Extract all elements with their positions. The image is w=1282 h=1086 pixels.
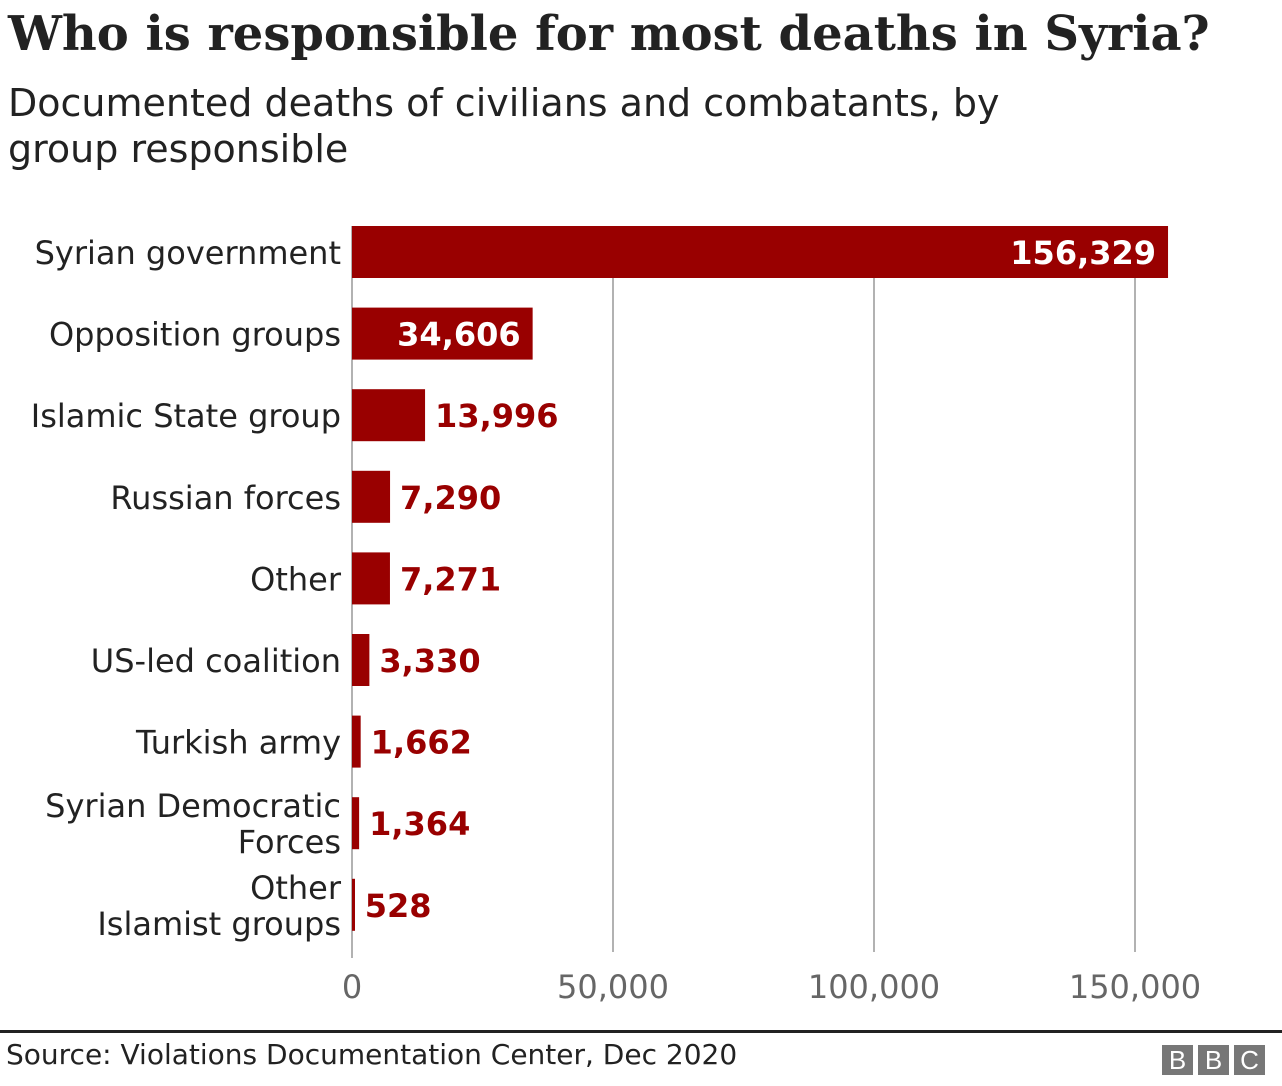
data-label: 34,606 (397, 316, 520, 354)
footer-divider (0, 1030, 1282, 1033)
bar (352, 715, 361, 768)
bar (352, 470, 391, 523)
category-label: Turkish army (135, 724, 341, 762)
x-tick-label: 0 (342, 968, 362, 1006)
category-label: Other (250, 560, 342, 598)
bar (352, 307, 533, 360)
category-label: Other (250, 869, 342, 907)
bar (352, 552, 390, 605)
x-tick-label: 100,000 (808, 968, 940, 1006)
bar (352, 797, 360, 850)
data-label: 156,329 (1010, 234, 1156, 272)
bar-chart: 0 50,000 100,000 150,000 156,329 Syrian gover… (31, 226, 1201, 1006)
category-label: US-led coalition (91, 642, 341, 680)
data-label: 1,364 (369, 805, 470, 843)
category-label: Opposition groups (49, 316, 341, 354)
category-label: Islamic State group (31, 397, 341, 435)
data-label: 528 (365, 887, 432, 925)
data-label: 7,271 (400, 560, 501, 598)
bar (352, 878, 355, 931)
data-label: 13,996 (435, 397, 558, 435)
category-label: Russian forces (110, 479, 341, 517)
x-tick-label: 150,000 (1069, 968, 1201, 1006)
category-label: Forces (238, 823, 341, 861)
chart-title: Who is responsible for most deaths in Sy… (8, 6, 1210, 62)
bar (352, 389, 426, 442)
source-note: Source: Violations Documentation Center,… (6, 1038, 738, 1071)
x-tick-label: 50,000 (557, 968, 669, 1006)
chart-subtitle: Documented deaths of civilians and comba… (8, 81, 1000, 171)
category-label: Islamist groups (97, 905, 341, 943)
bar (352, 634, 370, 686)
data-label: 1,662 (371, 724, 472, 762)
data-label: 7,290 (400, 479, 501, 517)
category-label: Syrian government (35, 234, 341, 272)
bar (352, 226, 1169, 278)
category-label: Syrian Democratic (45, 787, 341, 825)
data-label: 3,330 (379, 642, 480, 680)
